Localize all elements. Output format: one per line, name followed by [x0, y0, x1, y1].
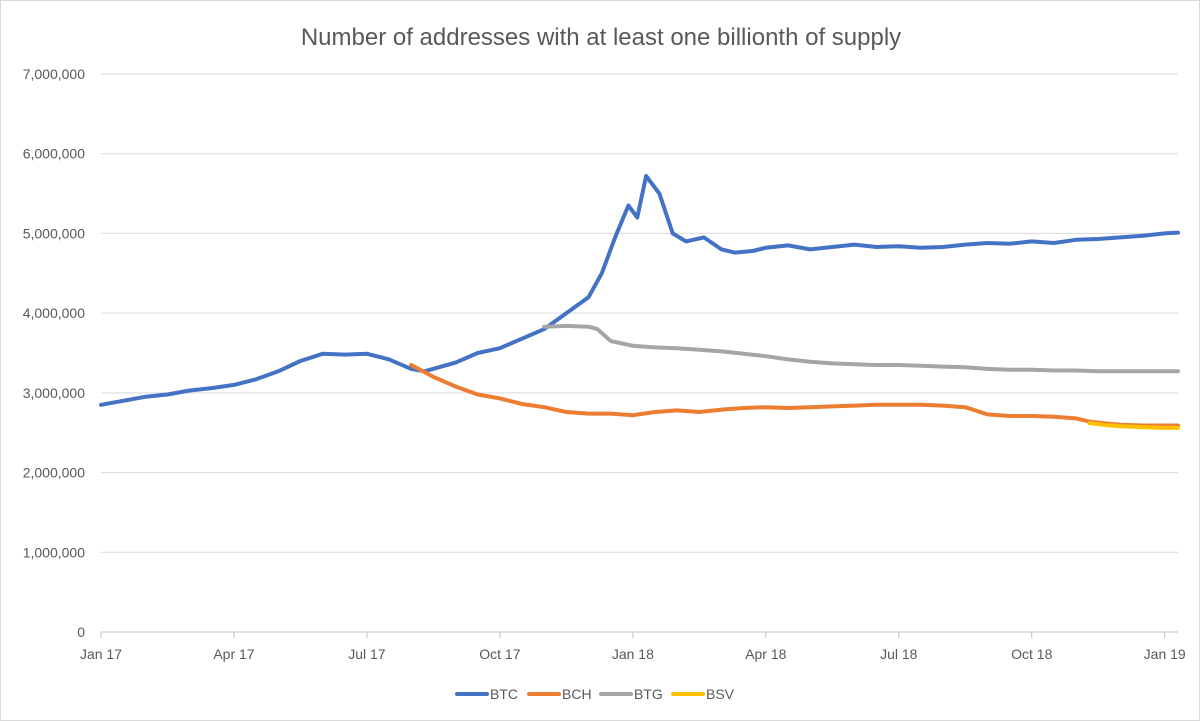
series-line-btg	[542, 323, 1180, 374]
gridlines	[101, 73, 1178, 553]
x-tick-label: Jan 17	[80, 646, 122, 662]
series-lines	[99, 174, 1180, 430]
y-tick-label: 4,000,000	[23, 305, 85, 321]
y-tick-label: 1,000,000	[23, 544, 85, 560]
y-tick-label: 3,000,000	[23, 385, 85, 401]
legend-label-bch: BCH	[562, 686, 592, 702]
x-tick-label: Jan 19	[1144, 646, 1186, 662]
x-axis: Jan 17 Apr 17 Jul 17 Oct 17 Jan 18 Apr 18 Jul …	[80, 631, 1186, 662]
legend-label-btc: BTC	[490, 686, 518, 702]
y-tick-label: 0	[77, 624, 85, 640]
x-tick-label: Oct 18	[1011, 646, 1052, 662]
x-tick-label: Jul 18	[880, 646, 918, 662]
x-tick-label: Oct 17	[479, 646, 520, 662]
y-tick-label: 2,000,000	[23, 465, 85, 481]
y-tick-label: 5,000,000	[23, 225, 85, 241]
legend-label-bsv: BSV	[706, 686, 735, 702]
series-line-bsv	[1087, 421, 1180, 430]
chart-title: Number of addresses with at least one bi…	[301, 24, 901, 51]
y-tick-label: 7,000,000	[23, 66, 85, 82]
legend: BTC BCH BTG BSV	[455, 686, 735, 702]
x-tick-label: Jul 17	[348, 646, 386, 662]
x-tick-label: Apr 18	[745, 646, 786, 662]
series-line-bch	[409, 363, 1180, 428]
x-tick-label: Jan 18	[612, 646, 654, 662]
x-tick-label: Apr 17	[213, 646, 254, 662]
series-line-btc	[99, 174, 1180, 407]
y-axis: 0 1,000,000 2,000,000 3,000,000 4,000,000 5,0…	[23, 66, 86, 640]
y-tick-label: 6,000,000	[23, 146, 85, 162]
legend-label-btg: BTG	[634, 686, 663, 702]
